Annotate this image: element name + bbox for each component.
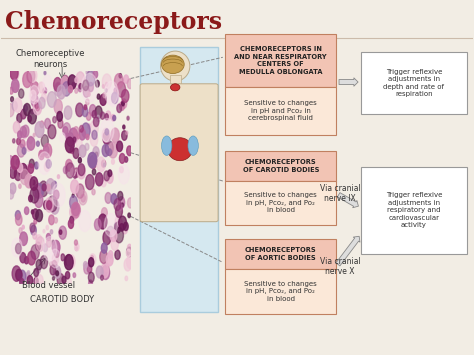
Text: Trigger reflexive
adjustments in
depth and rate of
respiration: Trigger reflexive adjustments in depth a… [383, 69, 445, 97]
Circle shape [171, 84, 180, 91]
Text: Chemoreceptors: Chemoreceptors [5, 10, 223, 33]
Text: Sensitive to changes
in pH, Pco₂, and Po₂
in blood: Sensitive to changes in pH, Pco₂, and Po… [244, 281, 317, 302]
Text: Via cranial
nerve X: Via cranial nerve X [319, 257, 360, 276]
FancyBboxPatch shape [225, 239, 336, 269]
Ellipse shape [161, 51, 190, 81]
FancyBboxPatch shape [170, 75, 181, 84]
Text: Sensitive to changes
in pH, Pco₂, and Po₂
in blood: Sensitive to changes in pH, Pco₂, and Po… [244, 192, 317, 213]
Text: CAROTID BODY: CAROTID BODY [30, 295, 94, 304]
Text: Blood vessel: Blood vessel [22, 281, 75, 290]
Text: Chemoreceptive
neurons: Chemoreceptive neurons [16, 49, 85, 69]
Text: Sensitive to changes
in pH and Pco₂ in
cerebrospinal fluid: Sensitive to changes in pH and Pco₂ in c… [244, 100, 317, 121]
Ellipse shape [188, 136, 198, 155]
FancyBboxPatch shape [225, 151, 336, 181]
FancyBboxPatch shape [225, 181, 336, 225]
Ellipse shape [162, 55, 184, 73]
FancyBboxPatch shape [361, 52, 467, 114]
FancyBboxPatch shape [225, 87, 336, 135]
Text: CHEMORECEPTORS IN
AND NEAR RESPIRATORY
CENTERS OF
MEDULLA OBLONGATA: CHEMORECEPTORS IN AND NEAR RESPIRATORY C… [235, 46, 327, 75]
Text: Trigger reflexive
adjustments in
respiratory and
cardiovascular
activity: Trigger reflexive adjustments in respira… [386, 192, 442, 228]
FancyBboxPatch shape [225, 34, 336, 87]
FancyBboxPatch shape [361, 167, 467, 253]
FancyBboxPatch shape [140, 47, 218, 312]
Text: CHEMORECEPTORS
OF CAROTID BODIES: CHEMORECEPTORS OF CAROTID BODIES [243, 159, 319, 173]
Text: CHEMORECEPTORS
OF AORTIC BODIES: CHEMORECEPTORS OF AORTIC BODIES [245, 247, 317, 261]
FancyBboxPatch shape [140, 84, 218, 222]
Text: Via cranial
nerve IX: Via cranial nerve IX [319, 184, 360, 203]
Ellipse shape [162, 136, 172, 155]
Ellipse shape [168, 138, 192, 161]
FancyBboxPatch shape [225, 269, 336, 313]
